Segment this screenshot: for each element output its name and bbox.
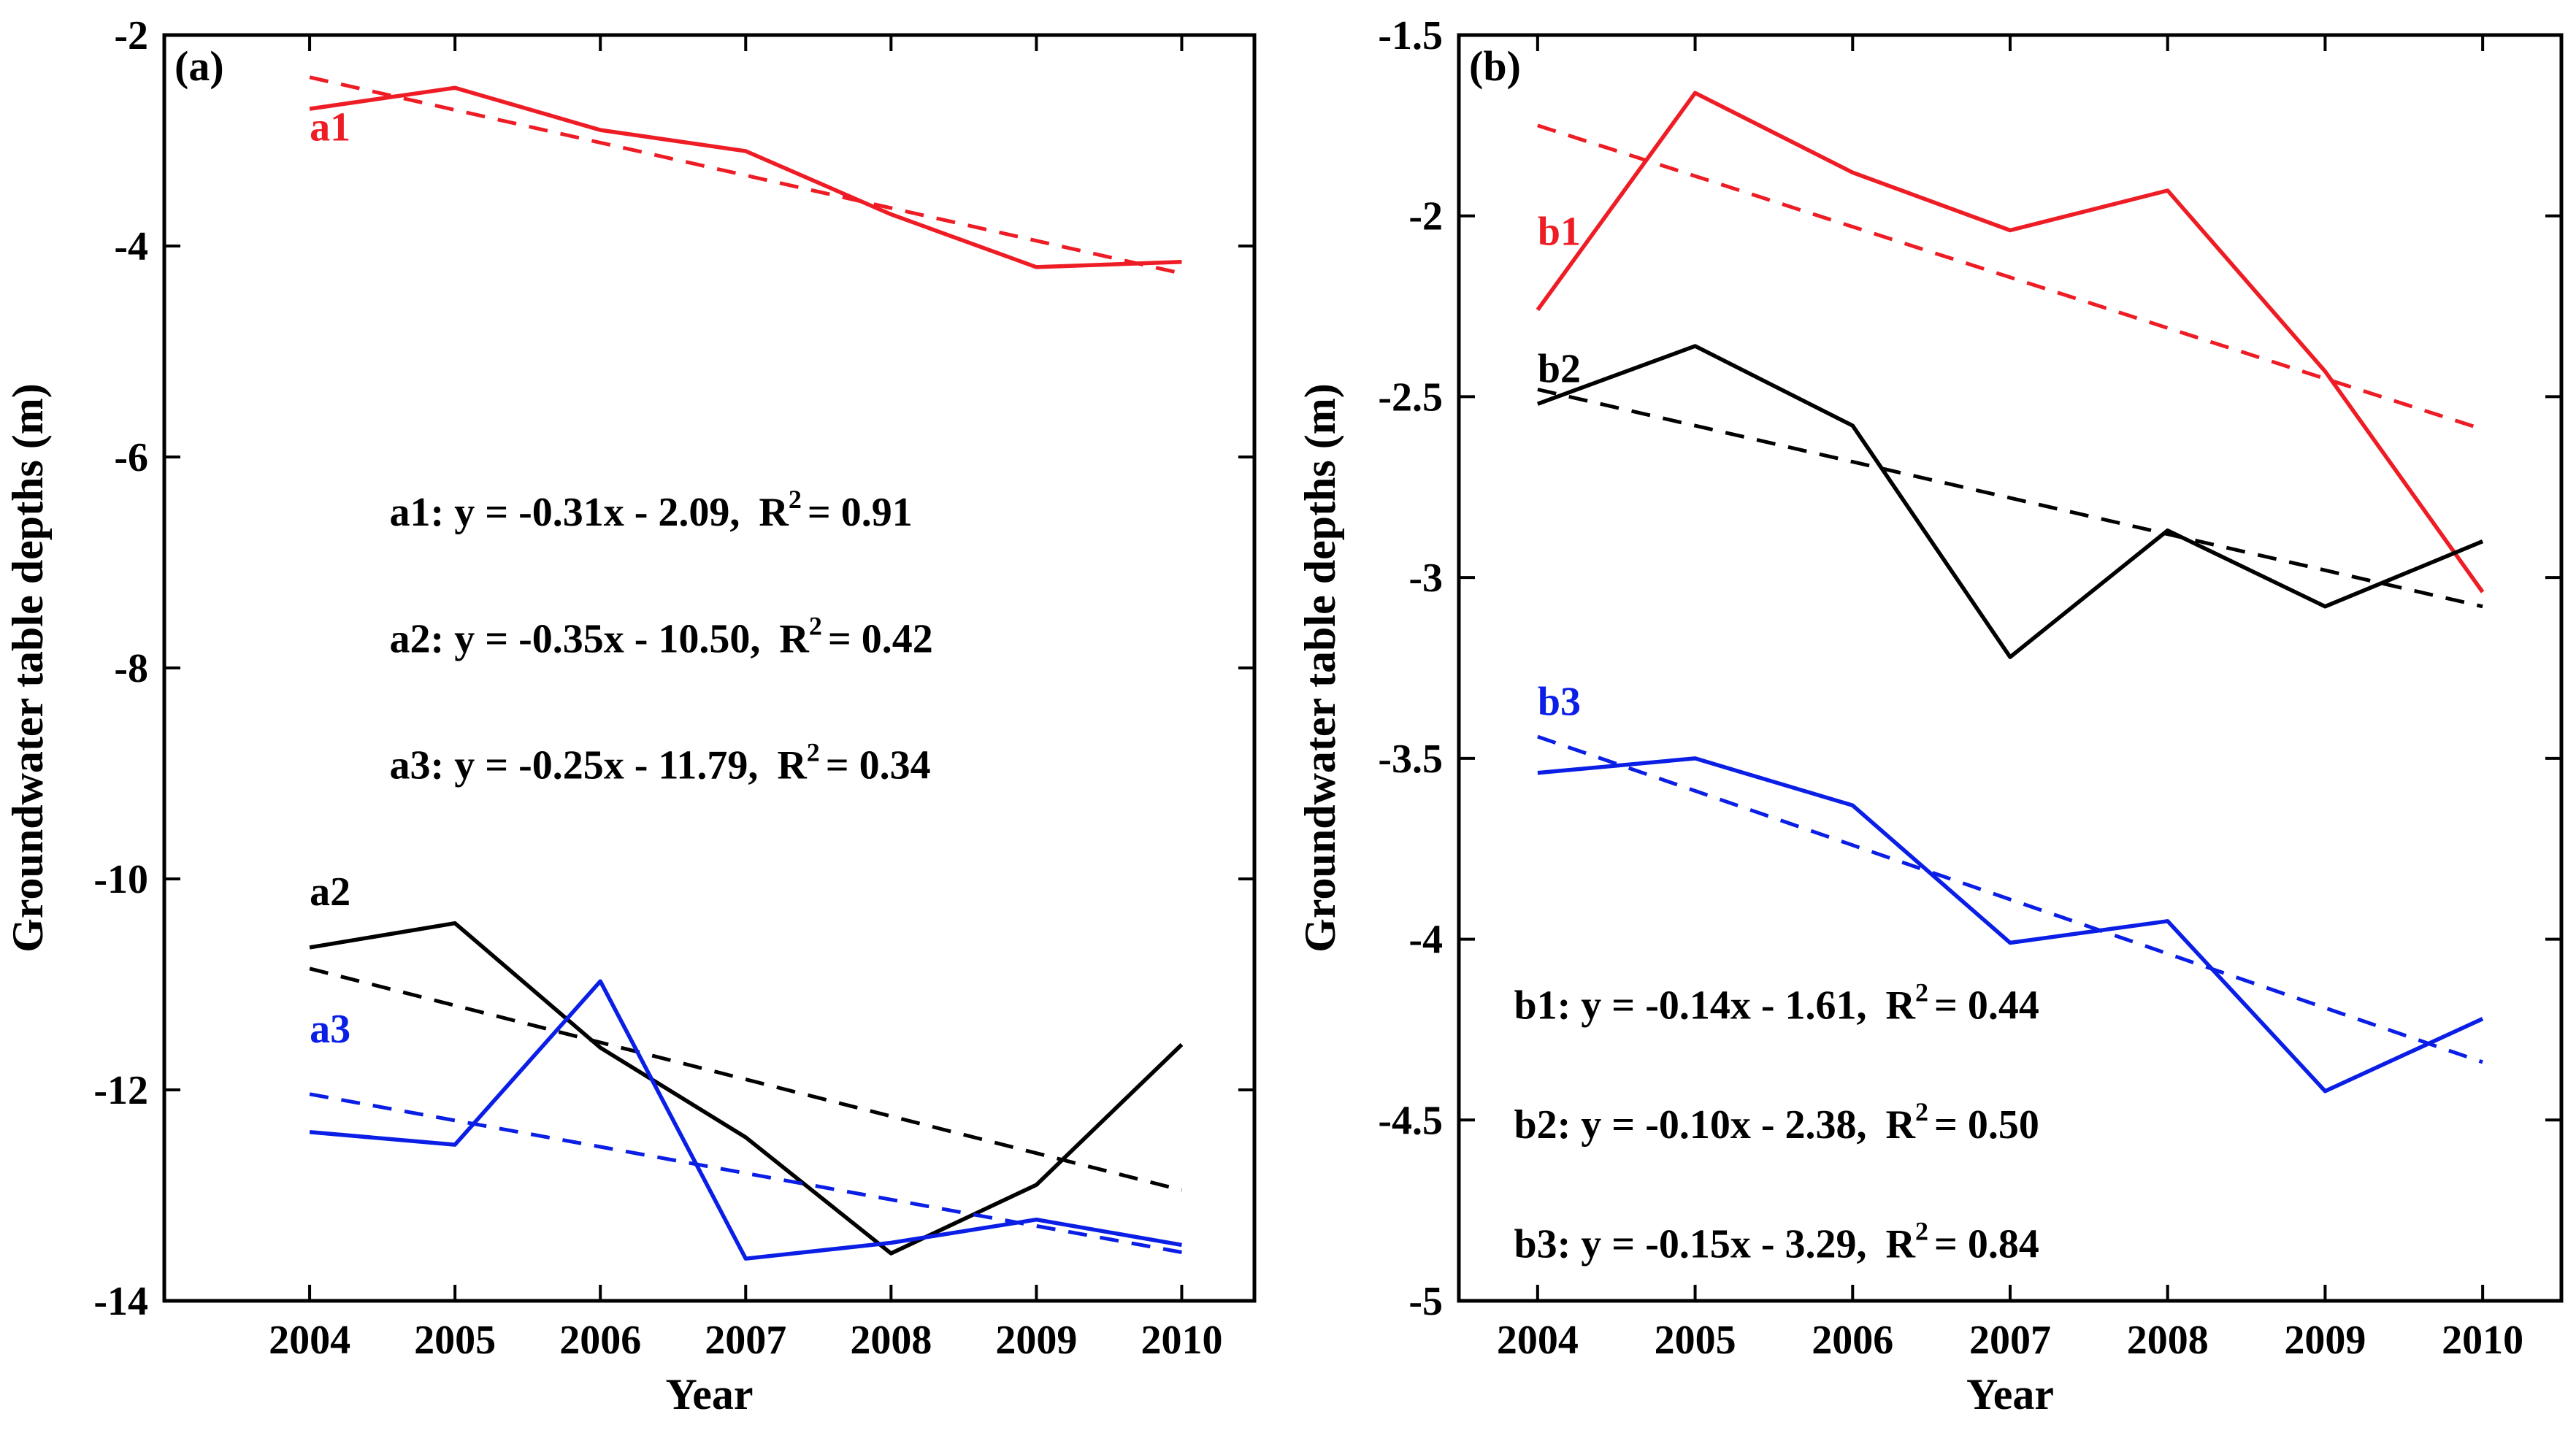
panel-a-series-a3-label: a3 <box>310 1007 350 1052</box>
panel-b-ytick-label: -4 <box>1408 918 1443 963</box>
panel-a-equation-sup: 2 <box>789 485 802 514</box>
panel-b-series-b2-label: b2 <box>1538 347 1581 392</box>
panel-a-equation-r: R <box>777 743 807 788</box>
panel-b-xtick-label: 2005 <box>1655 1318 1736 1363</box>
panel-a-equation-fit: a1: y = -0.31x - 2.09, <box>390 490 740 535</box>
panel-a-equation: a1: y = -0.31x - 2.09, R2 = 0.91 <box>390 485 913 535</box>
panel-a-equation: a3: y = -0.25x - 11.79, R2 = 0.34 <box>390 738 931 788</box>
panel-b-equation-r: R <box>1886 983 1916 1029</box>
panel-b-ytick-label: -5 <box>1408 1279 1443 1324</box>
panel-b-equation-fit: b2: y = -0.10x - 2.38, <box>1514 1102 1867 1148</box>
panel-a-xaxis-label: Year <box>666 1370 754 1418</box>
panel-b-equation-fit: b1: y = -0.14x - 1.61, <box>1514 983 1867 1029</box>
panel-a-axes-frame <box>162 33 1257 1303</box>
panel-a-ytick-label: -14 <box>93 1279 148 1324</box>
panel-a-ytick-label: -8 <box>114 646 148 691</box>
panel-a-xtick-label: 2009 <box>995 1318 1077 1363</box>
panel-a-series-a1-label: a1 <box>310 105 350 150</box>
panel-b-equation-r2: = 0.84 <box>1934 1222 2039 1267</box>
panel-b-equation-r: R <box>1886 1102 1916 1148</box>
panel-a-equation-r2: = 0.34 <box>826 743 931 788</box>
panel-b-panel-label: (b) <box>1469 42 1521 90</box>
panel-b-series-b1-label: b1 <box>1538 209 1581 254</box>
panel-b-xtick-label: 2007 <box>1969 1318 2051 1363</box>
panel-b-equation: b2: y = -0.10x - 2.38, R2 = 0.50 <box>1514 1097 2039 1148</box>
panel-a-xtick-label: 2010 <box>1141 1318 1222 1363</box>
panel-b-xtick-label: 2010 <box>2442 1318 2523 1363</box>
panel-a-ytick-label: -10 <box>93 857 148 902</box>
panel-b-xaxis-label: Year <box>1966 1370 2054 1418</box>
panel-a-ytick-label: -12 <box>93 1068 148 1113</box>
panel-a-xtick-label: 2007 <box>705 1318 786 1363</box>
panel-b-xtick-label: 2009 <box>2284 1318 2366 1363</box>
panel-b-xtick-label: 2004 <box>1497 1318 1579 1363</box>
panel-b-ytick-label: -2 <box>1408 194 1443 239</box>
panel-b-series-b3-trendline <box>1537 734 2483 1064</box>
panel-a-equation-fit: a2: y = -0.35x - 10.50, <box>390 616 761 661</box>
panel-a-series-a2-trendline <box>309 967 1183 1192</box>
panel-a-ytick-label: -6 <box>114 435 148 480</box>
panel-a: -14 -12 -10 -8 -6 -4 -2 2004 2005 2006 2007 2008 200… <box>4 13 1257 1418</box>
panel-a-series-a1-line <box>309 85 1182 269</box>
panel-b-ytick-label: -3 <box>1408 556 1443 601</box>
panel-b-equation-sup: 2 <box>1915 1217 1928 1246</box>
panel-b-equation: b1: y = -0.14x - 1.61, R2 = 0.44 <box>1514 978 2039 1029</box>
panel-b-xtick-label: 2008 <box>2127 1318 2209 1363</box>
panel-a-equation-fit: a3: y = -0.25x - 11.79, <box>390 743 759 788</box>
panel-b-equation-fit: b3: y = -0.15x - 3.29, <box>1514 1222 1867 1267</box>
panel-b-ytick-label: -3.5 <box>1378 737 1443 782</box>
panel-a-equation: a2: y = -0.35x - 10.50, R2 = 0.42 <box>390 611 933 661</box>
panel-a-series-a1-trendline <box>309 75 1183 276</box>
panel-b-equation: b3: y = -0.15x - 3.29, R2 = 0.84 <box>1514 1217 2039 1267</box>
panel-a-ytick-label: -4 <box>114 224 148 269</box>
panel-b-series-b3-line <box>1537 756 2484 1094</box>
panel-a-xtick-label: 2006 <box>559 1318 641 1363</box>
panel-a-equation-sup: 2 <box>807 738 820 767</box>
panel-b-series-b1-trendline <box>1537 123 2483 431</box>
panel-a-equation-sup: 2 <box>809 611 822 640</box>
panel-a-equation-r2: = 0.42 <box>828 616 933 661</box>
panel-a-series-a2-label: a2 <box>310 869 350 915</box>
panel-a-equation-r: R <box>779 616 809 661</box>
panel-a-yaxis-label: Groundwater table depths (m) <box>4 383 52 952</box>
panel-b-equation-sup: 2 <box>1915 1097 1928 1126</box>
panel-b-yaxis-label: Groundwater table depths (m) <box>1296 383 1344 952</box>
panel-a-panel-label: (a) <box>175 42 224 90</box>
panel-a-xtick-label: 2005 <box>414 1318 496 1363</box>
panel-b-equation-r2: = 0.50 <box>1934 1102 2039 1148</box>
panel-a-series-a2-line <box>309 921 1184 1256</box>
panel-b-equation-r2: = 0.44 <box>1934 983 2039 1029</box>
panel-b-series-b2-line <box>1536 344 2484 659</box>
panel-b-equation-sup: 2 <box>1915 978 1928 1007</box>
panel-b-series-b2-trendline <box>1537 388 2483 609</box>
panel-b-xtick-label: 2006 <box>1812 1318 1893 1363</box>
panel-a-equation-r: R <box>759 490 789 535</box>
panel-b-series-b1-line <box>1536 91 2485 593</box>
panel-a-ytick-label: -2 <box>114 13 148 58</box>
panel-a-xtick-label: 2008 <box>850 1318 932 1363</box>
panel-b-ytick-label: -2.5 <box>1378 374 1443 420</box>
panel-a-equation-r2: = 0.91 <box>808 490 913 535</box>
panel-a-xtick-label: 2004 <box>269 1318 350 1363</box>
panel-a-series-a3-line <box>309 979 1182 1261</box>
panel-b-ytick-label: -1.5 <box>1378 13 1443 58</box>
panel-b-series-b3-label: b3 <box>1538 679 1581 724</box>
panel-b: -5 -4.5 -4 -3.5 -3 -2.5 -2 -1.5 2004 2005 2006 2007… <box>1296 13 2564 1418</box>
panel-b-ytick-label: -4.5 <box>1378 1098 1443 1143</box>
panel-b-equation-r: R <box>1886 1222 1916 1267</box>
